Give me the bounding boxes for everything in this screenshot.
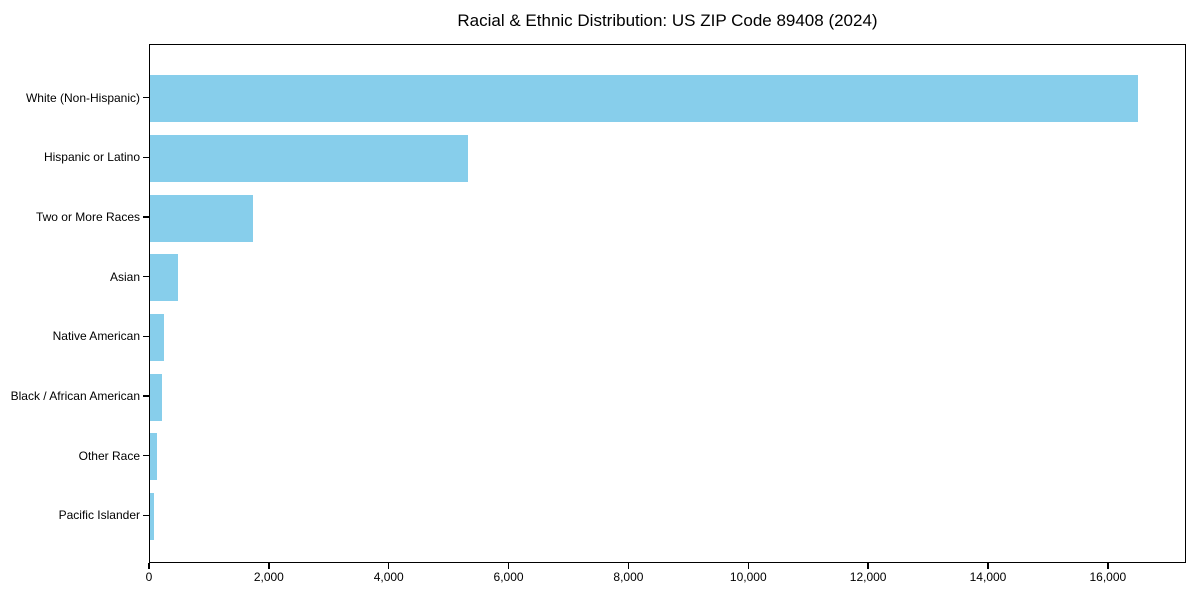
bar — [150, 313, 164, 361]
y-axis-tick — [143, 156, 149, 159]
x-axis-tick — [627, 563, 630, 569]
x-axis-tick — [388, 563, 390, 569]
x-axis-tick — [867, 563, 869, 569]
x-axis-tick — [268, 563, 270, 569]
y-axis-tick — [143, 454, 149, 457]
x-tick-label: 8,000 — [613, 570, 644, 584]
y-axis-tick — [143, 335, 149, 337]
x-tick-label: 16,000 — [1089, 570, 1127, 584]
bar — [150, 134, 468, 182]
x-tick-label: 0 — [145, 570, 153, 584]
x-axis-tick — [747, 563, 749, 569]
x-axis-tick — [507, 563, 510, 569]
bar — [150, 492, 154, 540]
x-axis-tick — [148, 563, 150, 569]
x-axis-tick — [1107, 563, 1109, 569]
plot-area — [149, 44, 1186, 563]
bar — [150, 75, 1138, 123]
x-tick-label: 14,000 — [969, 570, 1007, 584]
bar — [150, 254, 179, 302]
y-axis-tick — [143, 395, 149, 397]
chart-title: Racial & Ethnic Distribution: US ZIP Cod… — [457, 11, 878, 30]
y-tick-label: Asian — [109, 269, 140, 284]
y-tick-label: Black / African American — [10, 389, 140, 403]
y-tick-label: Two or More Races — [35, 210, 140, 225]
bar — [150, 194, 253, 242]
bar — [150, 373, 162, 421]
x-tick-label: 6,000 — [493, 570, 524, 584]
bar — [150, 433, 158, 481]
x-axis-tick — [987, 563, 989, 569]
y-axis-tick — [143, 514, 149, 516]
y-tick-label: Native American — [52, 329, 140, 344]
y-axis-tick — [143, 276, 149, 278]
y-tick-label: White (Non-Hispanic) — [25, 90, 140, 105]
y-tick-label: Pacific Islander — [58, 508, 140, 523]
x-tick-label: 10,000 — [729, 570, 767, 584]
x-tick-label: 2,000 — [253, 570, 284, 584]
y-tick-label: Other Race — [78, 448, 140, 463]
y-axis-tick — [143, 216, 149, 218]
x-tick-label: 12,000 — [849, 570, 887, 584]
y-tick-label: Hispanic or Latino — [43, 150, 140, 165]
y-axis-tick — [143, 97, 149, 99]
x-tick-label: 4,000 — [373, 570, 404, 584]
